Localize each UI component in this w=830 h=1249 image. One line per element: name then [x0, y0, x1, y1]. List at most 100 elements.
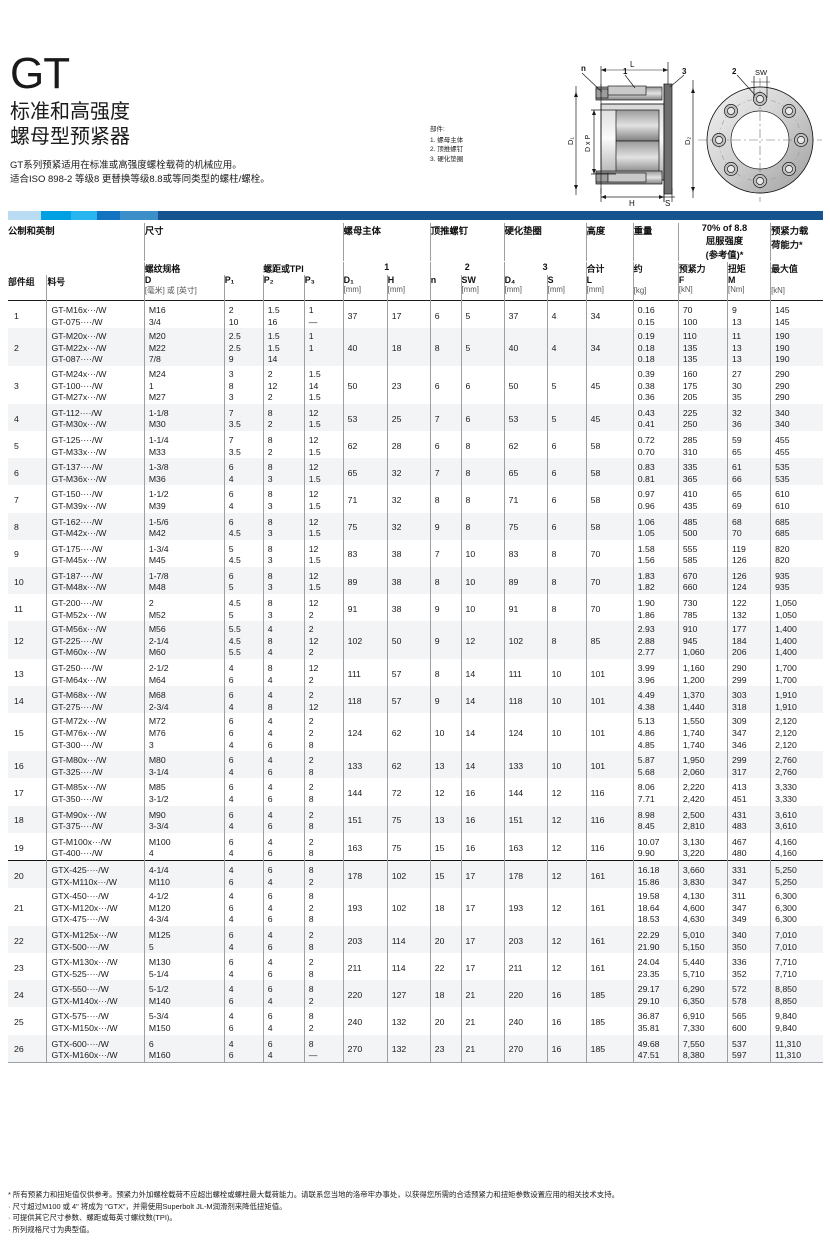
- row-torque-m-line: 600: [732, 1023, 747, 1034]
- row-thread-spec-line: M60: [148, 647, 166, 658]
- row-weight-line: 1.56: [637, 555, 655, 566]
- row-part-numbers-line: GT-187····/W: [51, 570, 103, 581]
- row-p2-line: 12: [267, 380, 278, 391]
- drawing-label-n: n: [581, 64, 586, 73]
- row-group-number: 14: [8, 686, 47, 714]
- row-d4: 118: [503, 686, 548, 714]
- row-max-capacity: 7,710 7,710: [770, 953, 823, 981]
- row-thread-spec-line: M20: [148, 331, 166, 342]
- row-weight-line: 1.82: [637, 582, 655, 593]
- row-max-capacity-line: 7,010: [775, 929, 797, 940]
- row-d4: 270: [503, 1034, 548, 1063]
- row-p1-line: 4: [228, 793, 234, 804]
- row-p1-line: 4: [228, 1011, 234, 1022]
- capacity-line-2: 荷能力*: [771, 240, 803, 250]
- table-row: 11 GT-200····/W GT-M52x···/W 2 M52 4.5 5 8 3 12 2 9…: [8, 594, 823, 622]
- row-sw: 8: [460, 512, 505, 540]
- row-max-capacity: 9,840 9,840: [770, 1007, 823, 1035]
- row-p1-line: 6: [228, 836, 234, 847]
- row-thread-spec-line: 2-1/2: [148, 663, 169, 674]
- row-preload-f-line: 70: [682, 305, 693, 315]
- table-row: 12 GT-M56x···/W GT-225····/W GT-M60x···/W M5…: [8, 621, 823, 660]
- row-part-numbers-line: GTX-550····/W: [51, 984, 109, 995]
- row-max-capacity-line: 1,700: [775, 674, 797, 685]
- table-row: 19 GT-M100x···/W GT-400····/W M100 4 6 4 4 6 2 8 16…: [8, 832, 823, 861]
- row-part-numbers-line: GTX-M160x···/W: [51, 1050, 118, 1061]
- row-preload-f-line: 945: [682, 635, 698, 646]
- row-weight-line: 0.97: [637, 489, 655, 500]
- row-weight-line: 0.18: [637, 342, 655, 353]
- row-p2-line: 8: [267, 516, 273, 527]
- row-torque-m-line: 572: [732, 984, 747, 995]
- row-group-number: 17: [8, 778, 47, 806]
- row-part-numbers: GT-162····/W GT-M42x···/W: [46, 512, 145, 540]
- row-thread-spec-line: 2-1/4: [148, 635, 169, 646]
- row-part-numbers-line: GTX-M125x···/W: [51, 929, 118, 940]
- row-weight-line: 0.16: [637, 305, 655, 315]
- row-p1-line: 4.5: [228, 598, 241, 609]
- row-thread-spec-line: M90: [148, 809, 166, 820]
- row-d1: 50: [342, 365, 388, 404]
- row-torque-m: 467 480: [727, 832, 771, 861]
- row-part-numbers-line: GT-M72x···/W: [51, 716, 107, 727]
- row-part-numbers: GT-M90x···/W GT-375····/W: [46, 805, 145, 833]
- row-s: 16: [546, 980, 587, 1008]
- row-p1-line: 6: [228, 876, 234, 887]
- row-p2-line: 6: [267, 1038, 273, 1049]
- row-d4: 220: [503, 980, 548, 1008]
- row-part-numbers-line: GT-M27x···/W: [51, 392, 107, 403]
- row-torque-m-line: 9: [732, 305, 737, 315]
- table-row: 15 GT-M72x···/W GT-M76x···/W GT-300····/W M7…: [8, 713, 823, 752]
- accent-seg-4: [97, 211, 123, 220]
- row-p3-line: 1: [308, 342, 314, 353]
- row-part-numbers-line: GT-175····/W: [51, 543, 103, 554]
- row-d1: 151: [342, 805, 388, 833]
- row-p2-line: 6: [267, 864, 273, 875]
- row-preload-f-line: 3,660: [682, 864, 705, 875]
- row-part-numbers: GT-200····/W GT-M52x···/W: [46, 594, 145, 622]
- row-part-numbers: GT-M72x···/W GT-M76x···/W GT-300····/W: [46, 713, 145, 752]
- row-p3-line: 2: [308, 995, 314, 1006]
- row-preload-f-line: 4,630: [682, 914, 705, 925]
- row-weight: 24.04 23.35: [632, 953, 679, 981]
- row-l: 161: [585, 860, 634, 889]
- row-d4: 211: [503, 953, 548, 981]
- row-torque-m-line: 11: [732, 331, 742, 342]
- row-weight-line: 35.81: [637, 1023, 660, 1034]
- row-p1-line: 6: [228, 489, 234, 500]
- row-thread-spec: M100 4: [143, 832, 225, 861]
- row-thread-spec-line: M16: [148, 305, 166, 315]
- row-weight-line: 24.04: [637, 957, 660, 968]
- row-n: 22: [429, 953, 462, 981]
- drawing-label-S: S: [665, 199, 670, 208]
- page-header: GT 标准和高强度 螺母型预紧器 GT系列预紧适用在标准或高强度螺栓载荷的机械应…: [0, 0, 830, 220]
- row-l: 161: [585, 953, 634, 981]
- row-thread-spec-line: M42: [148, 528, 166, 539]
- row-torque-m-line: 578: [732, 995, 747, 1006]
- row-preload-f-line: 660: [682, 582, 698, 593]
- row-p2-line: 4: [267, 957, 273, 968]
- row-preload-f-line: 2,500: [682, 809, 705, 820]
- technical-drawing: 部件: 1. 螺母主体 2. 顶推螺钉 3. 硬化垫圈: [430, 40, 825, 208]
- row-max-capacity-line: 685: [775, 516, 790, 527]
- subheader-part-number: 料号: [46, 275, 145, 301]
- row-max-capacity-line: 340: [775, 419, 790, 430]
- row-p3: 12 1.5: [303, 430, 344, 459]
- row-thread-spec: 1-5/6 M42: [143, 512, 225, 540]
- row-p2-line: 3: [267, 555, 273, 566]
- row-l: 70: [585, 566, 634, 595]
- row-group-number: 19: [8, 832, 47, 861]
- row-p1-line: 4: [228, 739, 234, 750]
- row-s: 6: [546, 458, 587, 486]
- row-max-capacity-line: 7,010: [775, 941, 797, 952]
- row-p1-line: 6: [228, 755, 234, 766]
- row-p1: 2 10: [223, 300, 264, 329]
- table-row: 2 GT-M20x···/W GT-M22x···/W GT-087····/W M20…: [8, 328, 823, 366]
- subheader-num-2: 2: [429, 261, 505, 275]
- row-p3-line: 12: [308, 543, 319, 554]
- row-part-numbers-line: GT-100····/W: [51, 380, 103, 391]
